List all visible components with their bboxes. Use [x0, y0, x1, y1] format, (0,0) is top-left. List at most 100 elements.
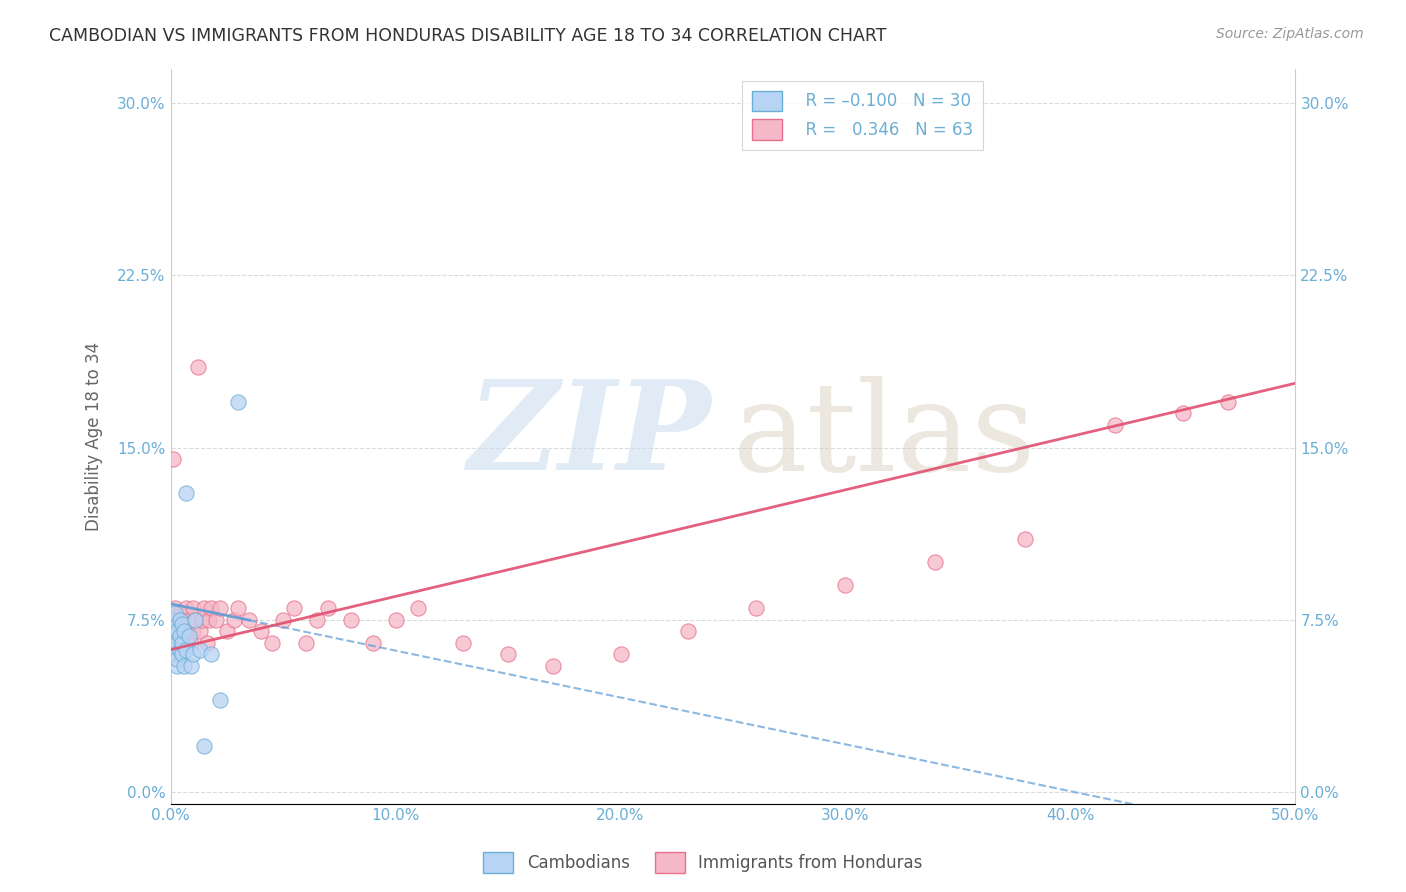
Point [305, 613, 328, 627]
Point [1104, 417, 1126, 432]
Point [184, 613, 207, 627]
Point [541, 658, 564, 673]
Point [209, 601, 232, 615]
Point [162, 636, 184, 650]
Point [191, 613, 214, 627]
Point [339, 613, 361, 627]
Point [176, 601, 198, 615]
Point [166, 636, 188, 650]
Point [294, 636, 316, 650]
Point [165, 620, 187, 634]
Point [215, 624, 238, 639]
Point [260, 636, 283, 650]
Point [496, 648, 519, 662]
Point [384, 613, 406, 627]
Point [170, 617, 193, 632]
Point [924, 556, 946, 570]
Point [166, 613, 188, 627]
Point [173, 624, 195, 639]
Point [744, 601, 766, 615]
Point [169, 613, 191, 627]
Point [176, 642, 198, 657]
Point [165, 648, 187, 662]
Point [170, 648, 193, 662]
Point [162, 624, 184, 639]
Point [180, 636, 202, 650]
Point [193, 601, 215, 615]
Point [198, 613, 221, 627]
Point [166, 624, 188, 639]
Point [180, 658, 202, 673]
Legend: Cambodians, Immigrants from Honduras: Cambodians, Immigrants from Honduras [477, 846, 929, 880]
Point [193, 739, 215, 754]
Point [169, 620, 191, 634]
Point [165, 648, 187, 662]
Point [177, 613, 200, 627]
Point [176, 486, 198, 500]
Point [162, 624, 184, 639]
Point [165, 624, 187, 639]
Point [173, 658, 195, 673]
Point [1216, 394, 1239, 409]
Point [222, 613, 245, 627]
Text: Source: ZipAtlas.com: Source: ZipAtlas.com [1216, 27, 1364, 41]
Point [177, 624, 200, 639]
Point [676, 624, 699, 639]
Point [195, 636, 218, 650]
Y-axis label: Disability Age 18 to 34: Disability Age 18 to 34 [86, 342, 103, 531]
Point [200, 601, 222, 615]
Point [173, 629, 195, 643]
Point [165, 613, 187, 627]
Point [361, 636, 384, 650]
Point [181, 624, 204, 639]
Point [166, 652, 188, 666]
Point [170, 648, 193, 662]
Point [181, 648, 204, 662]
Point [170, 613, 193, 627]
Point [188, 624, 211, 639]
Point [169, 629, 191, 643]
Point [181, 601, 204, 615]
Point [187, 360, 209, 375]
Point [184, 613, 207, 627]
Point [204, 613, 226, 627]
Point [1014, 533, 1036, 547]
Point [176, 636, 198, 650]
Point [283, 601, 305, 615]
Point [162, 636, 184, 650]
Point [200, 648, 222, 662]
Point [609, 648, 631, 662]
Point [169, 642, 191, 657]
Point [166, 658, 188, 673]
Point [834, 578, 856, 592]
Point [271, 613, 294, 627]
Point [226, 394, 249, 409]
Point [177, 629, 200, 643]
Point [173, 620, 195, 634]
Point [165, 601, 187, 615]
Point [162, 613, 184, 627]
Point [316, 601, 339, 615]
Point [249, 624, 271, 639]
Point [169, 629, 191, 643]
Point [169, 606, 191, 620]
Point [451, 636, 474, 650]
Point [162, 613, 184, 627]
Point [170, 636, 193, 650]
Text: atlas: atlas [733, 376, 1036, 497]
Point [166, 624, 188, 639]
Point [165, 629, 187, 643]
Text: ZIP: ZIP [467, 376, 710, 497]
Point [188, 642, 211, 657]
Point [226, 601, 249, 615]
Text: CAMBODIAN VS IMMIGRANTS FROM HONDURAS DISABILITY AGE 18 TO 34 CORRELATION CHART: CAMBODIAN VS IMMIGRANTS FROM HONDURAS DI… [49, 27, 887, 45]
Point [238, 613, 260, 627]
Point [166, 636, 188, 650]
Legend:   R = –0.100   N = 30,   R =   0.346   N = 63: R = –0.100 N = 30, R = 0.346 N = 63 [742, 80, 983, 150]
Point [209, 693, 232, 707]
Point [170, 636, 193, 650]
Point [165, 606, 187, 620]
Point [406, 601, 429, 615]
Point [1171, 406, 1194, 420]
Point [162, 452, 184, 467]
